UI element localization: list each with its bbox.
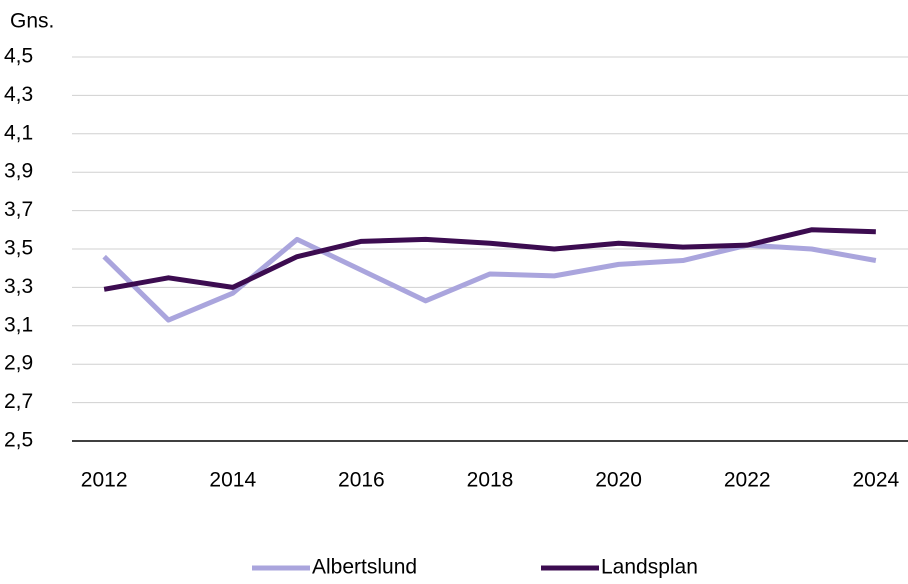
legend-label: Albertslund bbox=[312, 556, 417, 579]
y-tick-label: 3,7 bbox=[4, 198, 33, 221]
y-axis-label: Gns. bbox=[10, 10, 54, 33]
x-tick-label: 2018 bbox=[467, 469, 514, 492]
x-tick-label: 2012 bbox=[81, 469, 128, 492]
legend-label: Landsplan bbox=[601, 556, 698, 579]
x-tick-label: 2020 bbox=[595, 469, 642, 492]
x-tick-label: 2016 bbox=[338, 469, 385, 492]
y-tick-label: 4,1 bbox=[4, 121, 33, 144]
y-tick-label: 4,3 bbox=[4, 83, 33, 106]
y-tick-label: 2,9 bbox=[4, 352, 33, 375]
y-tick-label: 2,5 bbox=[4, 429, 33, 452]
y-tick-label: 3,9 bbox=[4, 160, 33, 183]
y-tick-label: 3,1 bbox=[4, 313, 33, 336]
series-line bbox=[103, 227, 876, 292]
x-tick-label: 2024 bbox=[852, 469, 899, 492]
series-line bbox=[102, 236, 877, 323]
x-tick-label: 2022 bbox=[724, 469, 771, 492]
y-tick-label: 3,3 bbox=[4, 275, 33, 298]
y-tick-label: 2,7 bbox=[4, 390, 33, 413]
x-tick-label: 2014 bbox=[209, 469, 256, 492]
y-tick-label: 4,5 bbox=[4, 45, 33, 68]
y-tick-label: 3,5 bbox=[4, 237, 33, 260]
